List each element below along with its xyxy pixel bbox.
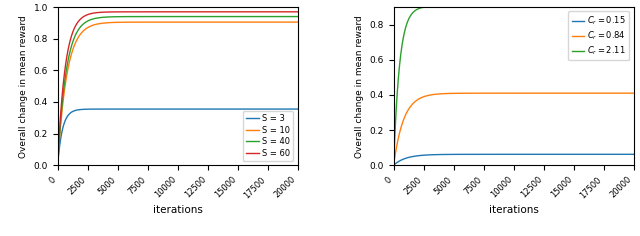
S = 3 xyxy=(294,108,301,110)
$C_r = 2.11$ xyxy=(630,5,637,8)
$C_r = 0.84$ xyxy=(431,93,439,96)
S = 10 xyxy=(146,21,154,24)
$C_r = 0.15$ xyxy=(431,153,439,156)
$C_r = 2.11$ xyxy=(492,5,500,8)
$C_r = 2.11$ xyxy=(417,6,425,9)
$C_r = 0.15$ xyxy=(417,154,425,157)
S = 3 xyxy=(54,164,61,167)
S = 3 xyxy=(81,108,89,111)
$C_r = 0.84$ xyxy=(599,92,607,95)
S = 40 xyxy=(289,15,297,18)
$C_r = 0.84$ xyxy=(492,92,500,95)
S = 60 xyxy=(54,164,61,167)
S = 40 xyxy=(263,15,271,18)
$C_r = 0.15$ xyxy=(599,153,607,156)
S = 10 xyxy=(263,21,271,24)
$C_r = 0.15$ xyxy=(625,153,633,156)
S = 40 xyxy=(146,15,154,18)
S = 60 xyxy=(95,11,103,14)
S = 10 xyxy=(294,21,301,24)
S = 60 xyxy=(81,14,89,17)
$C_r = 0.15$ xyxy=(390,164,397,167)
S = 10 xyxy=(156,21,164,24)
$C_r = 0.84$ xyxy=(390,164,397,167)
$C_r = 2.11$ xyxy=(614,5,622,8)
Line: S = 10: S = 10 xyxy=(58,22,298,165)
Line: $C_r = 2.11$: $C_r = 2.11$ xyxy=(394,6,634,165)
S = 40 xyxy=(294,15,301,18)
S = 3 xyxy=(146,108,154,110)
S = 10 xyxy=(289,21,297,24)
S = 3 xyxy=(263,108,271,110)
S = 60 xyxy=(156,10,164,13)
$C_r = 2.11$ xyxy=(390,164,397,167)
Line: $C_r = 0.84$: $C_r = 0.84$ xyxy=(394,93,634,165)
Legend: $C_r = 0.15$, $C_r = 0.84$, $C_r = 2.11$: $C_r = 0.15$, $C_r = 0.84$, $C_r = 2.11$ xyxy=(568,11,629,60)
$C_r = 2.11$ xyxy=(599,5,607,8)
$C_r = 0.84$ xyxy=(630,92,637,95)
Line: S = 3: S = 3 xyxy=(58,109,298,165)
$C_r = 0.84$ xyxy=(482,92,490,95)
Y-axis label: Overall change in mean reward: Overall change in mean reward xyxy=(355,15,364,157)
$C_r = 0.15$ xyxy=(482,153,490,156)
S = 40 xyxy=(81,21,89,24)
$C_r = 2.11$ xyxy=(625,5,633,8)
Y-axis label: Overall change in mean reward: Overall change in mean reward xyxy=(19,15,28,157)
Line: S = 60: S = 60 xyxy=(58,12,298,165)
$C_r = 2.11$ xyxy=(431,5,439,8)
Legend: S = 3, S = 10, S = 40, S = 60: S = 3, S = 10, S = 40, S = 60 xyxy=(243,111,293,161)
S = 60 xyxy=(289,10,297,13)
S = 10 xyxy=(81,28,89,31)
$C_r = 0.84$ xyxy=(417,97,425,99)
X-axis label: iterations: iterations xyxy=(489,206,538,215)
S = 60 xyxy=(263,10,271,13)
S = 60 xyxy=(294,10,301,13)
$C_r = 0.84$ xyxy=(625,92,633,95)
S = 60 xyxy=(146,10,154,13)
S = 3 xyxy=(156,108,164,110)
S = 10 xyxy=(54,164,61,167)
$C_r = 2.11$ xyxy=(482,5,490,8)
S = 40 xyxy=(95,16,103,19)
S = 40 xyxy=(156,15,164,18)
$C_r = 0.15$ xyxy=(492,153,500,156)
S = 10 xyxy=(95,22,103,25)
S = 3 xyxy=(95,108,103,110)
X-axis label: iterations: iterations xyxy=(153,206,202,215)
Line: S = 40: S = 40 xyxy=(58,17,298,165)
S = 3 xyxy=(289,108,297,110)
S = 3 xyxy=(234,108,241,110)
Line: $C_r = 0.15$: $C_r = 0.15$ xyxy=(394,154,634,165)
$C_r = 0.15$ xyxy=(630,153,637,156)
S = 40 xyxy=(54,164,61,167)
